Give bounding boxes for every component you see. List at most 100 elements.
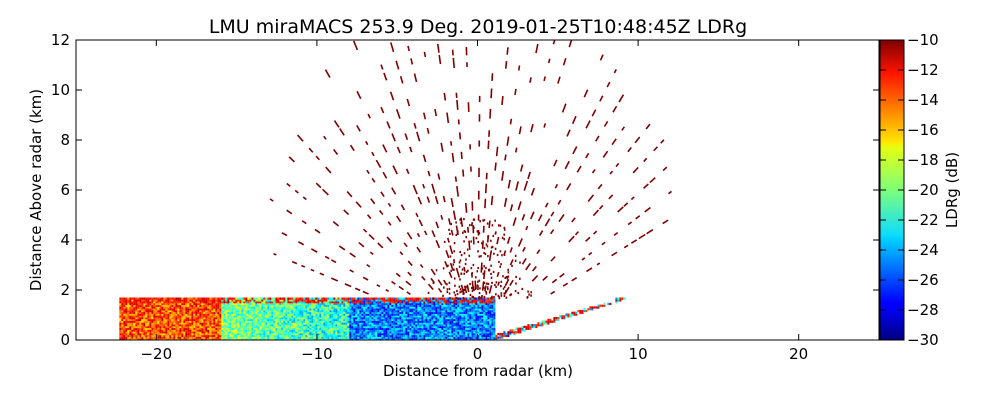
ldr-cell: [297, 331, 300, 334]
ldr-return: [435, 239, 441, 249]
ldr-cell: [229, 329, 232, 332]
ldr-cell: [285, 308, 288, 311]
ldr-cell: [235, 332, 238, 336]
ldr-cell: [453, 301, 456, 304]
ldr-cell: [265, 316, 268, 320]
ldr-cell: [519, 329, 522, 332]
ldr-cell: [189, 313, 192, 316]
ldr-cell: [329, 329, 332, 332]
ldr-cell: [247, 304, 250, 307]
ldr-cell: [443, 301, 446, 304]
ldr-cell: [413, 313, 416, 316]
ldr-cell: [171, 302, 174, 306]
ldr-return: [281, 232, 288, 237]
ldr-cell: [257, 329, 260, 332]
ldr-cell: [353, 302, 356, 306]
ldr-return: [310, 248, 318, 253]
ldr-cell: [437, 308, 440, 311]
ldr-cell: [377, 311, 380, 314]
ldr-cell: [131, 318, 134, 322]
ldr-cell: [275, 325, 278, 329]
ldr-cell: [475, 338, 478, 340]
ldr-cell: [263, 299, 266, 302]
ldr-cell: [137, 336, 140, 339]
ldr-cell: [235, 322, 238, 325]
ldr-cell: [181, 322, 184, 325]
ldr-cell: [255, 313, 258, 316]
ldr-cell: [191, 309, 194, 313]
ldr-cell: [201, 331, 204, 334]
ldr-cell: [483, 320, 486, 323]
ldr-cell: [423, 316, 426, 320]
ldr-cell: [135, 324, 138, 327]
ldr-cell: [119, 331, 122, 334]
ldr-cell: [239, 302, 242, 306]
ldr-cell: [133, 304, 136, 307]
ldr-cell: [367, 334, 370, 337]
ldr-cell: [491, 302, 494, 306]
ldr-return: [557, 199, 562, 205]
ldr-cell: [353, 336, 356, 339]
ldr-cell: [321, 318, 324, 322]
ldr-cell: [279, 313, 282, 316]
ldr-cell: [541, 322, 544, 325]
ldr-cell: [423, 318, 426, 322]
ldr-cell: [347, 308, 350, 311]
ldr-cell: [273, 315, 276, 318]
ldr-cell: [455, 334, 458, 337]
ldr-cell: [255, 324, 258, 327]
ldr-return: [392, 165, 398, 175]
ldr-cell: [433, 304, 436, 307]
ldr-cell: [235, 299, 238, 302]
ldr-cell: [329, 334, 332, 337]
ldr-cell: [173, 332, 176, 336]
ldr-cell: [205, 306, 208, 309]
ldr-cell: [257, 327, 260, 330]
ldr-cell: [361, 327, 364, 330]
ldr-return: [362, 276, 369, 281]
ldr-return: [503, 197, 508, 207]
ldr-return: [613, 69, 617, 74]
ldr-return: [406, 98, 411, 107]
ldr-cell: [133, 338, 136, 340]
ldr-cell: [431, 320, 434, 323]
ldr-cell: [195, 297, 198, 300]
ldr-cell: [351, 336, 354, 339]
ldr-cell: [491, 338, 494, 340]
ldr-cell: [471, 311, 474, 314]
ldr-cell: [379, 338, 382, 340]
ldr-cell: [131, 334, 134, 337]
ldr-cell: [225, 324, 228, 327]
ldr-cell: [341, 322, 344, 325]
ldr-cell: [415, 329, 418, 332]
ldr-cell: [481, 311, 484, 314]
ldr-cell: [283, 325, 286, 329]
ldr-cell: [367, 322, 370, 325]
ldr-cell: [203, 327, 206, 330]
ldr-cell: [199, 320, 202, 323]
ldr-cell: [395, 304, 398, 307]
ldr-cell: [473, 336, 476, 339]
ldr-return: [436, 43, 440, 53]
ldr-cell: [399, 302, 402, 306]
ldr-cell: [317, 331, 320, 334]
ldr-cell: [353, 331, 356, 334]
ldr-cell: [379, 332, 382, 336]
ldr-cell: [131, 336, 134, 339]
ldr-cell: [321, 304, 324, 307]
ldr-cell: [351, 331, 354, 334]
ldr-cell: [199, 336, 202, 339]
ldr-cell: [335, 315, 338, 318]
ldr-cell: [261, 331, 264, 334]
ldr-cell: [201, 313, 204, 316]
ldr-cell: [269, 302, 272, 306]
ldr-cell: [227, 334, 230, 337]
ldr-cell: [261, 318, 264, 322]
ldr-cell: [225, 338, 228, 340]
ldr-cell: [283, 329, 286, 332]
ldr-cell: [123, 332, 126, 336]
ldr-cell: [275, 304, 278, 307]
ldr-cell: [319, 327, 322, 330]
ldr-cell: [363, 334, 366, 337]
ldr-cell: [295, 316, 298, 320]
